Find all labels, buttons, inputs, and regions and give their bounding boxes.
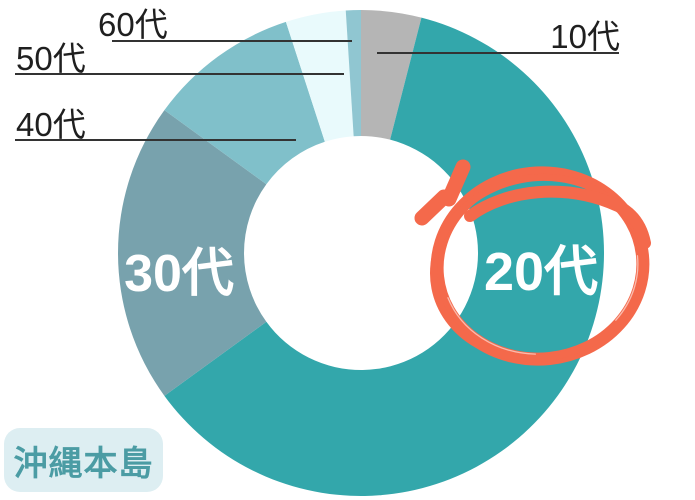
slice-label-30s: 30代 (124, 245, 234, 303)
highlight-brush-swoosh (464, 185, 651, 249)
slice-label-20s: 20代 (484, 242, 598, 302)
emphasis-dash-icon (414, 189, 452, 226)
callout-label-60s: 60代 (98, 6, 168, 43)
highlight-ellipse-overdraw (430, 173, 646, 363)
donut-slice-10代 (361, 10, 422, 140)
donut-slice-50代 (285, 10, 354, 142)
brush-texture-highlight (441, 177, 639, 355)
donut-slice-30代 (118, 110, 267, 396)
highlight-circle-annotation (414, 159, 651, 366)
donut-slices (118, 10, 604, 496)
callout-label-10s: 10代 (550, 18, 620, 55)
region-badge-label: 沖縄本島 (13, 444, 154, 483)
region-badge: 沖縄本島 (4, 428, 163, 492)
donut-slice-40代 (164, 21, 325, 185)
callout-label-40s: 40代 (16, 106, 86, 143)
callout-labels: 10代 40代 50代 60代 (16, 6, 620, 143)
donut-slice-20代 (164, 17, 604, 496)
callout-label-50s: 50代 (16, 40, 86, 77)
callout-lines (15, 40, 619, 141)
emphasis-dash-icon (441, 159, 471, 207)
